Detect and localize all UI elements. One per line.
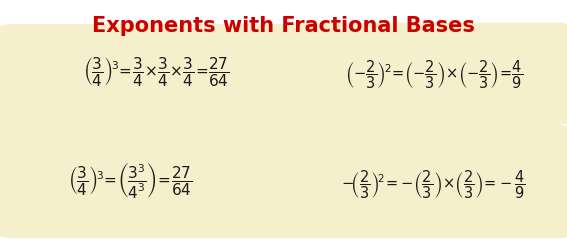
Text: $-\!\left(\dfrac{2}{3}\right)^{\!2}\!=\!-\!\left(\dfrac{2}{3}\right)\!\times\!\l: $-\!\left(\dfrac{2}{3}\right)^{\!2}\!=\!… <box>341 169 526 202</box>
FancyBboxPatch shape <box>297 125 567 238</box>
Text: Exponents with Fractional Bases: Exponents with Fractional Bases <box>92 16 475 37</box>
Text: $\left(\dfrac{3}{4}\right)^{\!3}\!=\!\left(\dfrac{3^3}{4^3}\right)\!=\!\dfrac{27: $\left(\dfrac{3}{4}\right)^{\!3}\!=\!\le… <box>68 161 193 200</box>
Text: $\left(-\dfrac{2}{3}\right)^{\!2}\!=\!\left(-\dfrac{2}{3}\right)\!\times\!\left(: $\left(-\dfrac{2}{3}\right)^{\!2}\!=\!\l… <box>345 58 523 91</box>
FancyBboxPatch shape <box>297 23 567 125</box>
Text: $\left(\dfrac{3}{4}\right)^{\!3}\!=\!\dfrac{3}{4}\!\times\!\dfrac{3}{4}\!\times\: $\left(\dfrac{3}{4}\right)^{\!3}\!=\!\df… <box>83 55 229 88</box>
FancyBboxPatch shape <box>0 24 319 238</box>
